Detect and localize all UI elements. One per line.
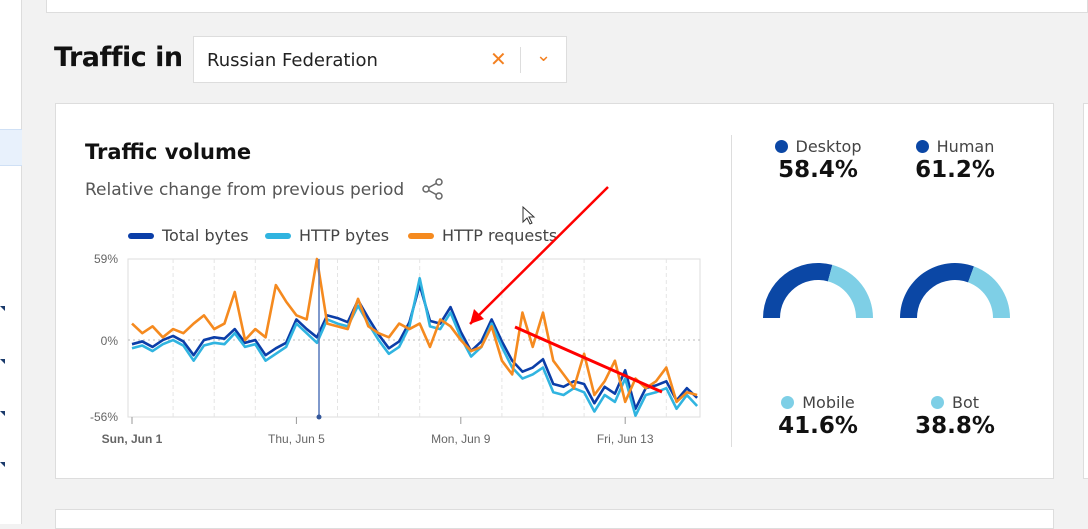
dot-icon: [930, 396, 944, 409]
divider: [520, 47, 521, 73]
stat-value: 41.6%: [778, 413, 858, 439]
location-select[interactable]: Russian Federation ✕ ⌄: [193, 36, 567, 83]
close-icon[interactable]: ✕: [490, 47, 507, 71]
stat-value: 61.2%: [915, 157, 995, 183]
series-line-http-bytes: [131, 276, 699, 417]
stat-human: Human 61.2%: [895, 137, 1015, 183]
card-title: Traffic volume: [85, 140, 252, 164]
x-tick-label: Thu, Jun 5: [268, 432, 325, 446]
stat-value: 38.8%: [915, 413, 995, 439]
legend-http-requests[interactable]: HTTP requests: [408, 226, 557, 245]
stat-desktop: Desktop 58.4%: [758, 137, 878, 183]
sidebar-selected-item[interactable]: [0, 129, 22, 166]
x-tick-label: Sun, Jun 1: [102, 432, 163, 446]
annotation-line: [514, 325, 663, 394]
series-line-http-requests: [131, 257, 698, 404]
dot-icon: [774, 140, 788, 153]
legend-label: HTTP requests: [442, 226, 558, 245]
stat-mobile: Mobile 41.6%: [758, 393, 878, 439]
legend-swatch: [128, 232, 154, 239]
hover-dot: [316, 414, 322, 420]
chevron-icon[interactable]: [0, 462, 5, 467]
dot-icon: [915, 140, 929, 153]
sidebar: [0, 0, 22, 524]
legend-swatch: [408, 232, 434, 239]
cursor-icon: [522, 205, 536, 225]
divider: [731, 135, 732, 447]
legend-total-bytes[interactable]: Total bytes: [128, 226, 249, 245]
x-tick-label: Mon, Jun 9: [431, 432, 491, 446]
page-title: Traffic in: [54, 42, 183, 73]
dot-icon: [781, 396, 795, 409]
arrowhead: [470, 309, 484, 324]
legend-swatch: [265, 232, 291, 239]
stat-label: Bot: [951, 393, 980, 412]
stat-label: Human: [936, 137, 995, 156]
chevron-icon[interactable]: [0, 306, 5, 311]
location-value: Russian Federation: [207, 50, 378, 71]
stat-bot: Bot 38.8%: [895, 393, 1015, 439]
share-icon[interactable]: [421, 177, 445, 201]
card-subtitle: Relative change from previous period: [85, 180, 405, 200]
y-tick-label: -56%: [90, 410, 118, 424]
legend-label: Total bytes: [162, 226, 249, 245]
annotation-arrow: [469, 186, 609, 325]
chevron-icon[interactable]: [0, 359, 5, 364]
traffic-volume-card: [55, 103, 1054, 479]
annotation-arrows: [469, 186, 663, 394]
plot-area: [127, 258, 701, 418]
stat-label: Mobile: [802, 393, 855, 412]
legend-http-bytes[interactable]: HTTP bytes: [265, 226, 389, 245]
side-card: [1083, 103, 1088, 479]
stat-label: Desktop: [795, 137, 862, 156]
x-tick-label: Fri, Jun 13: [597, 432, 654, 446]
y-tick-label: 0%: [101, 334, 119, 348]
chevron-down-icon[interactable]: ⌄: [536, 45, 552, 66]
chevron-icon[interactable]: [0, 411, 5, 416]
legend-label: HTTP bytes: [299, 226, 390, 245]
stat-value: 58.4%: [778, 157, 858, 183]
y-tick-label: 59%: [94, 252, 118, 266]
